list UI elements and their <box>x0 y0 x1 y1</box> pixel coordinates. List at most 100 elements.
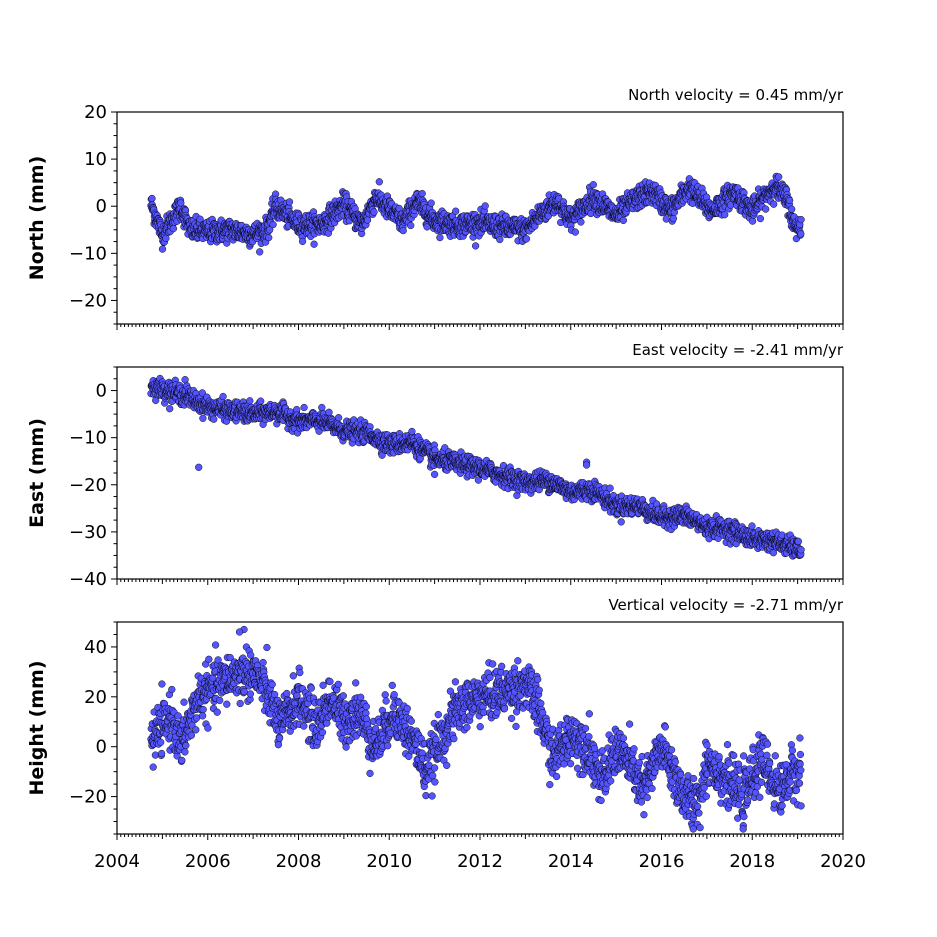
data-point <box>375 178 383 186</box>
data-point <box>756 214 765 223</box>
data-point <box>158 680 166 688</box>
data-point <box>775 173 783 181</box>
data-point <box>370 208 378 216</box>
data-point <box>606 484 614 492</box>
data-point <box>187 731 196 739</box>
data-point <box>452 207 460 215</box>
data-point <box>334 414 343 422</box>
data-point <box>211 641 220 649</box>
height-ylabel: Height (mm) <box>26 660 48 795</box>
data-point <box>285 198 294 206</box>
data-point <box>256 248 264 256</box>
data-point <box>168 685 176 694</box>
data-point <box>427 199 435 207</box>
data-point <box>199 705 207 714</box>
data-point <box>310 240 318 248</box>
data-point <box>619 216 628 225</box>
y-tick-label: −20 <box>69 475 107 496</box>
data-point <box>182 741 190 750</box>
data-point <box>157 738 165 746</box>
north-velocity-title: North velocity = 0.45 mm/yr <box>628 86 844 104</box>
data-point <box>407 221 415 230</box>
y-tick-label: 0 <box>96 381 107 402</box>
data-point <box>797 215 805 224</box>
data-points <box>147 172 805 256</box>
data-point <box>198 712 207 720</box>
north-ylabel: North (mm) <box>26 156 48 281</box>
height-panel: Vertical velocity = -2.71 mm/yr Height (… <box>26 596 866 872</box>
data-point <box>770 200 778 208</box>
data-point <box>399 226 407 235</box>
data-point <box>223 700 231 708</box>
data-point <box>199 414 207 422</box>
data-point <box>785 196 794 205</box>
data-point <box>522 235 531 243</box>
data-point <box>363 216 372 224</box>
vertical-velocity-title: Vertical velocity = -2.71 mm/yr <box>608 596 843 614</box>
y-tick-label: −10 <box>69 243 107 264</box>
data-point <box>196 215 204 223</box>
data-point <box>298 237 307 246</box>
data-point <box>162 234 170 242</box>
y-tick-label: 0 <box>96 196 107 217</box>
outlier-point <box>181 376 189 384</box>
data-point <box>418 189 426 198</box>
data-point <box>149 763 157 771</box>
data-point <box>169 224 178 233</box>
outlier-point <box>195 463 203 471</box>
data-point <box>577 218 585 226</box>
data-point <box>205 655 213 663</box>
data-point <box>166 405 174 413</box>
data-point <box>496 235 504 244</box>
data-point <box>721 211 729 219</box>
data-point <box>589 181 597 189</box>
data-point <box>436 233 444 242</box>
data-point <box>571 228 579 236</box>
y-tick-label: 20 <box>84 102 107 123</box>
data-point <box>158 245 167 253</box>
data-points <box>147 625 805 833</box>
data-point <box>266 226 274 234</box>
y-tick-label: −30 <box>69 522 107 543</box>
data-point <box>788 205 796 213</box>
data-point <box>794 537 802 545</box>
data-point <box>192 726 200 734</box>
data-point <box>797 546 805 554</box>
data-point <box>257 397 265 405</box>
east-velocity-title: East velocity = -2.41 mm/yr <box>632 341 844 359</box>
data-point <box>318 403 326 412</box>
east-panel: East velocity = -2.41 mm/yr East (mm) 0−… <box>26 341 844 590</box>
data-point <box>247 651 255 659</box>
data-point <box>240 687 248 696</box>
y-tick-label: −20 <box>69 290 107 311</box>
data-point <box>148 194 156 203</box>
data-point <box>213 708 221 716</box>
data-point <box>204 724 212 732</box>
data-point <box>181 748 189 756</box>
data-points <box>147 374 805 560</box>
data-point <box>669 214 678 223</box>
data-point <box>236 699 244 708</box>
data-point <box>246 397 254 405</box>
y-tick-label: −40 <box>69 569 107 590</box>
data-point <box>265 233 273 242</box>
data-point <box>180 698 188 706</box>
data-point <box>471 242 480 250</box>
data-point <box>157 749 166 758</box>
data-point <box>269 220 277 229</box>
y-tick-label: −10 <box>69 428 107 449</box>
data-point <box>617 518 625 526</box>
data-point <box>177 199 185 207</box>
data-point <box>748 522 756 530</box>
data-point <box>748 217 757 225</box>
outlier-point <box>430 470 439 479</box>
data-point <box>797 230 805 238</box>
outlier-point <box>408 427 416 436</box>
data-point <box>481 202 489 210</box>
outlier-point <box>582 461 591 469</box>
data-point <box>219 392 227 401</box>
data-point <box>762 205 770 213</box>
data-point <box>246 690 255 698</box>
data-point <box>216 696 224 705</box>
